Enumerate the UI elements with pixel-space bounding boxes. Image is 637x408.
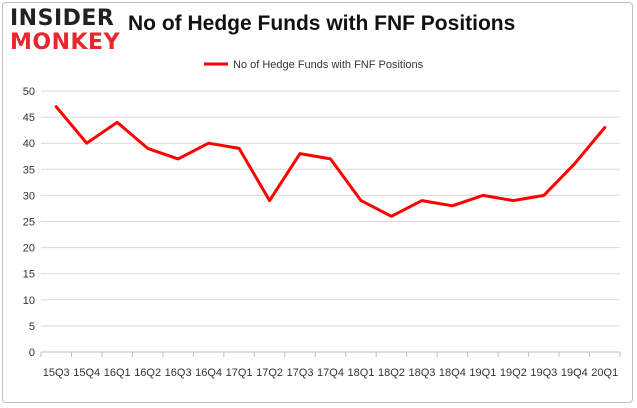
chart-title: No of Hedge Funds with FNF Positions [128,12,516,35]
x-tick-label: 19Q1 [469,367,496,379]
insider-monkey-logo: INSIDER MONKEY [6,6,124,56]
x-tick-label: 15Q3 [43,367,70,379]
y-tick-label: 5 [29,321,35,333]
series-line [54,105,607,218]
series [54,105,607,218]
y-tick-label: 0 [29,347,35,359]
legend: No of Hedge Funds with FNF Positions [204,59,424,71]
x-tick-label: 19Q3 [530,367,557,379]
y-tick-label: 25 [23,217,35,229]
logo-line-2: MONKEY [10,30,121,55]
y-tick-label: 15 [23,269,35,281]
y-tick-label: 45 [23,112,35,124]
x-tick-label: 19Q2 [500,367,527,379]
y-tick-label: 50 [23,86,35,98]
x-tick-label: 18Q3 [408,367,435,379]
x-tick-label: 17Q4 [317,367,344,379]
x-tick-label: 19Q4 [561,367,588,379]
axes [40,351,621,357]
x-tick-label: 17Q1 [226,367,253,379]
x-tick-label: 20Q1 [591,367,618,379]
x-tick-label: 16Q1 [104,367,131,379]
y-tick-label: 35 [23,164,35,176]
y-tick-label: 10 [23,295,35,307]
x-tick-label: 16Q4 [195,367,222,379]
x-tick-label: 18Q2 [378,367,405,379]
chart-frame [2,2,633,403]
y-tick-label: 20 [23,243,35,255]
x-tick-label: 17Q3 [287,367,314,379]
x-tick-label: 18Q1 [348,367,375,379]
x-tick-label: 16Q3 [165,367,192,379]
y-tick-label: 40 [23,138,35,150]
legend-label: No of Hedge Funds with FNF Positions [233,59,424,71]
x-tick-label: 16Q2 [134,367,161,379]
y-tick-label: 30 [23,190,35,202]
x-tick-label: 17Q2 [256,367,283,379]
x-tick-labels: 15Q3 15Q4 16Q1 16Q2 16Q3 16Q4 17Q1 17Q2 17Q3 17Q4… [43,367,618,379]
x-tick-label: 15Q4 [73,367,100,379]
logo-line-1: INSIDER [10,6,115,31]
grid-lines [41,90,620,327]
y-tick-labels: 0 5 10 15 20 25 30 35 40 45 50 [23,86,35,359]
x-tick-label: 18Q4 [439,367,466,379]
